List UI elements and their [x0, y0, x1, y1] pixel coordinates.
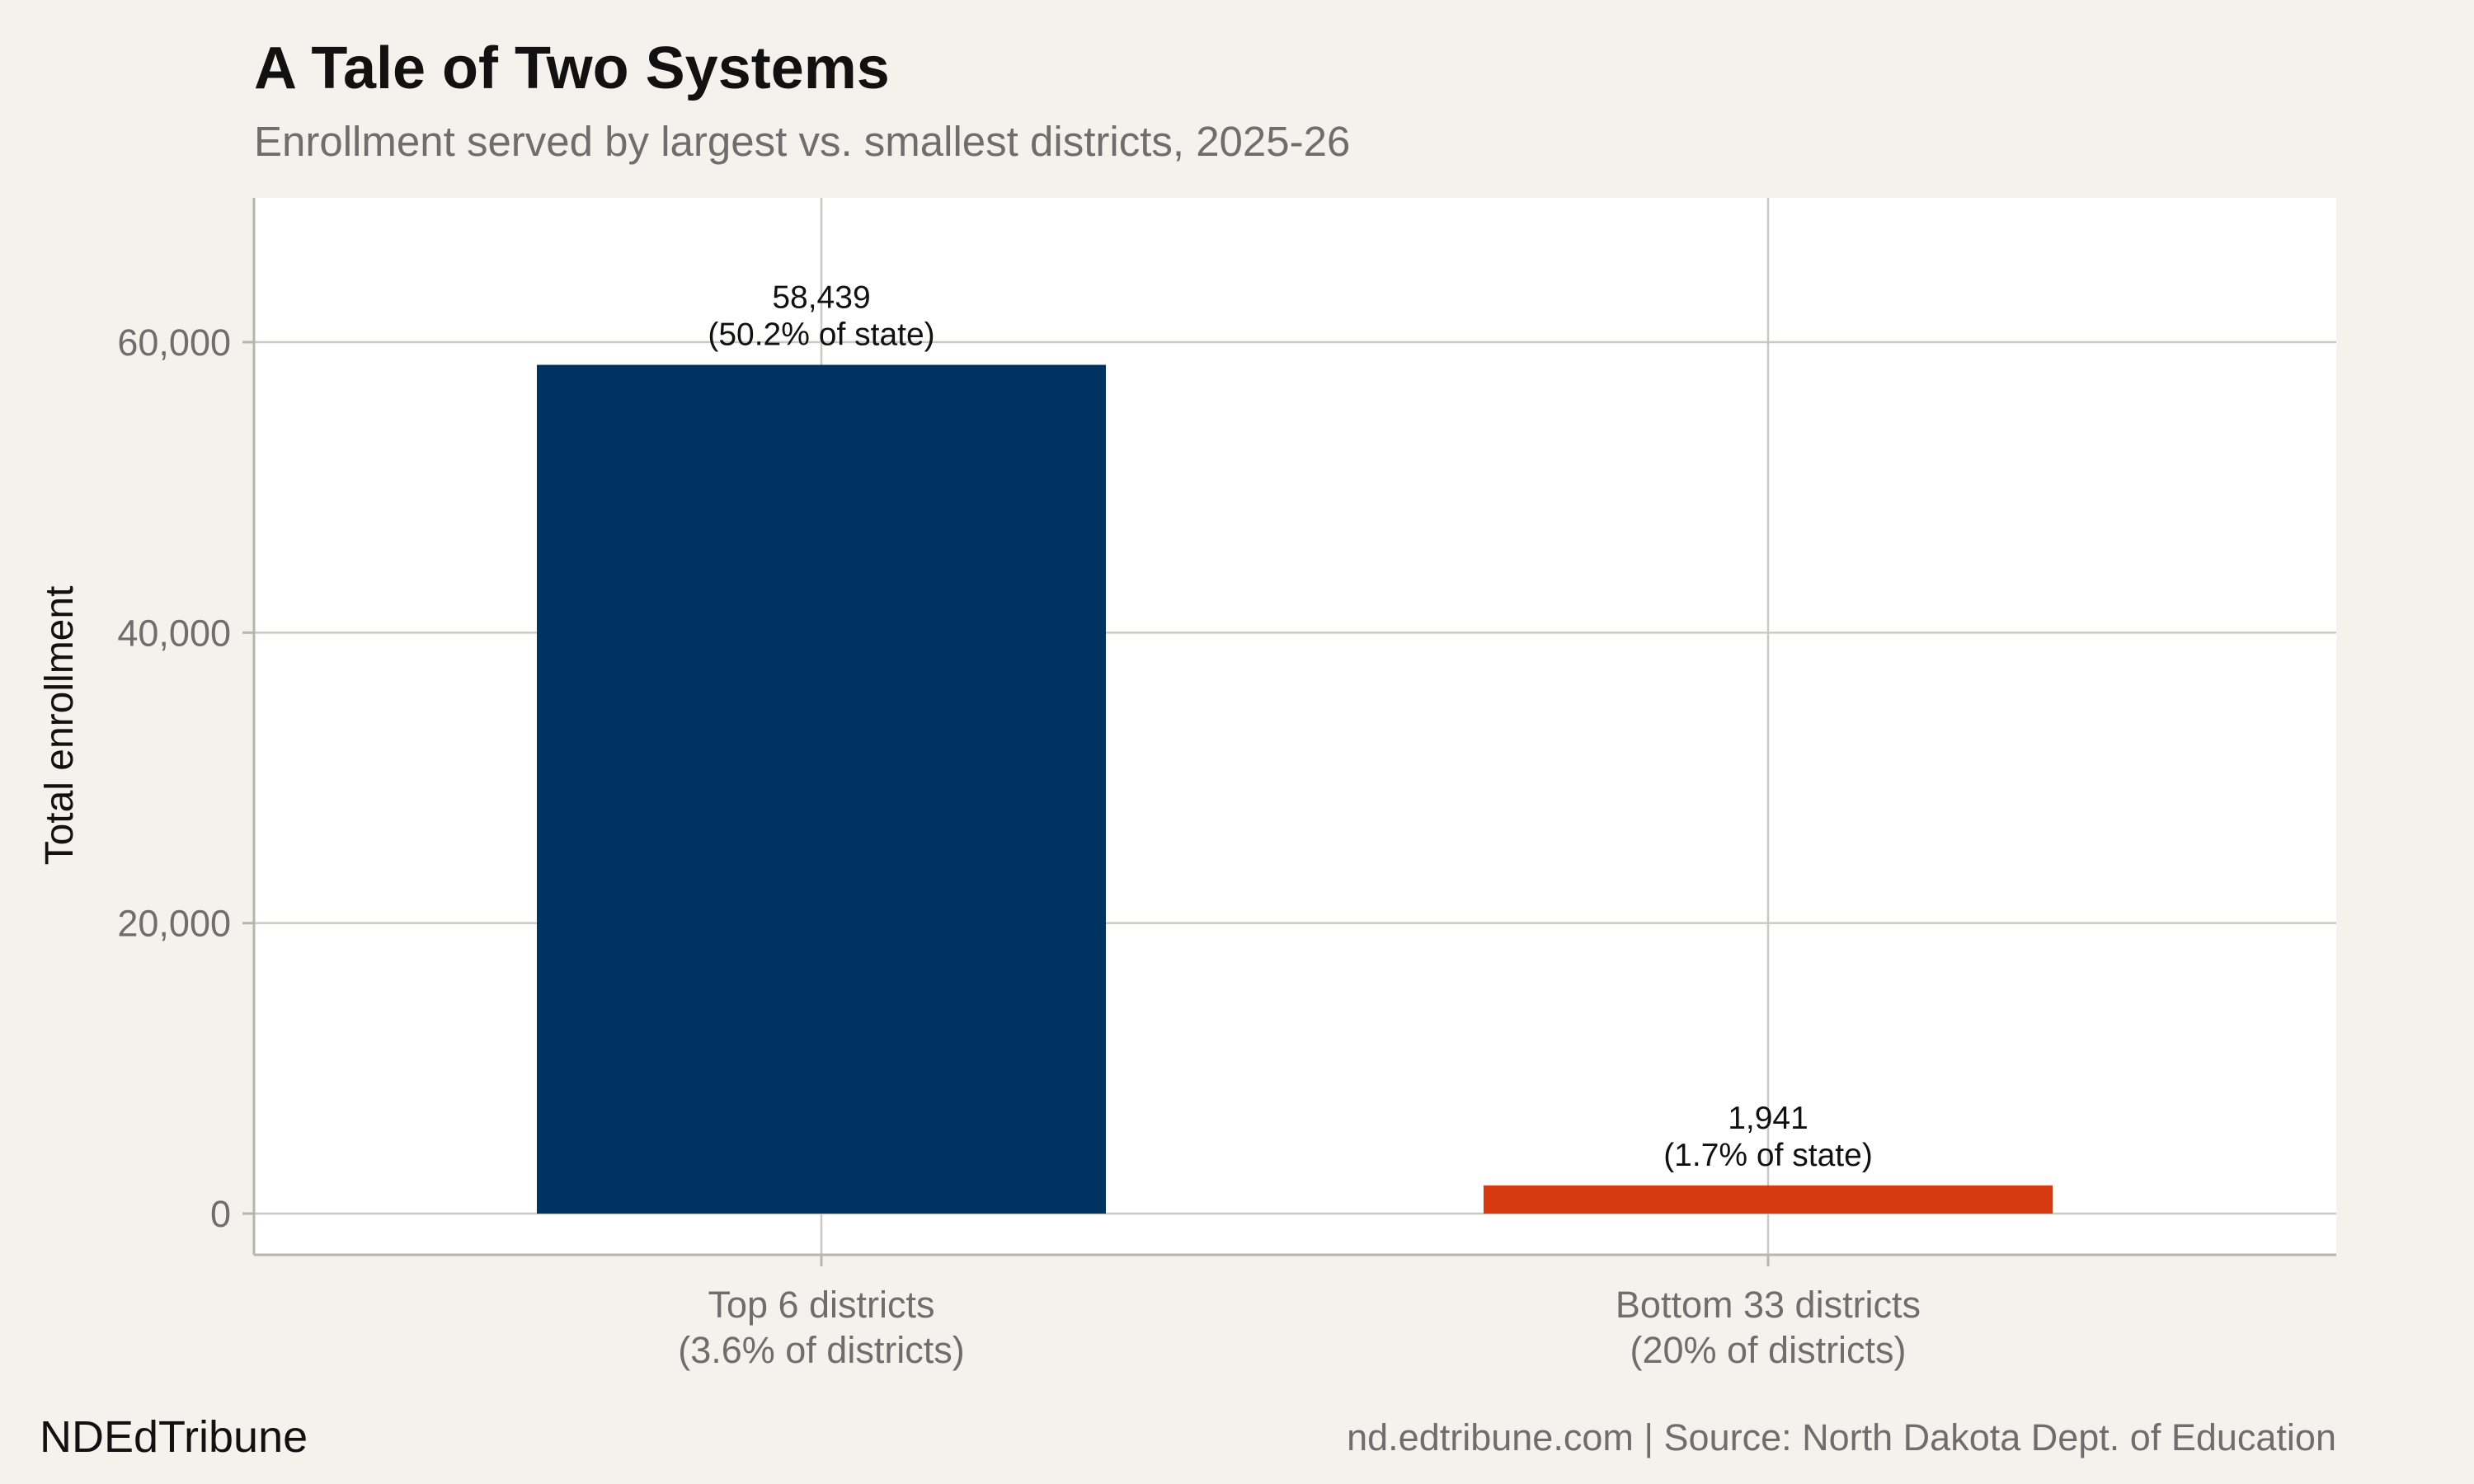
footer-source: nd.edtribune.com | Source: North Dakota …	[1347, 1416, 2336, 1458]
footer-brand: NDEdTribune	[40, 1412, 308, 1462]
y-tick-label: 0	[210, 1193, 231, 1235]
bar-value-label: 1,941 (1.7% of state)	[1663, 1101, 1873, 1173]
bars	[537, 364, 2053, 1214]
bar	[537, 364, 1106, 1214]
axes	[242, 198, 2336, 1266]
bar-value-label: 58,439 (50.2% of state)	[708, 279, 934, 352]
y-tick-label: 60,000	[117, 322, 231, 364]
x-tick-label: Top 6 districts (3.6% of districts)	[678, 1284, 965, 1371]
labels: 0 20,000 40,000 60,000 Top 6 districts (3.6% …	[38, 279, 1921, 1371]
chart-title: A Tale of Two Systems	[254, 35, 890, 101]
bar	[1484, 1185, 2053, 1214]
y-tick-label: 40,000	[117, 612, 231, 654]
chart-subtitle: Enrollment served by largest vs. smalles…	[254, 118, 1351, 165]
x-tick-label: Bottom 33 districts (20% of districts)	[1616, 1284, 1921, 1371]
y-tick-label: 20,000	[117, 903, 231, 945]
y-axis-label: Total enrollment	[38, 586, 82, 866]
